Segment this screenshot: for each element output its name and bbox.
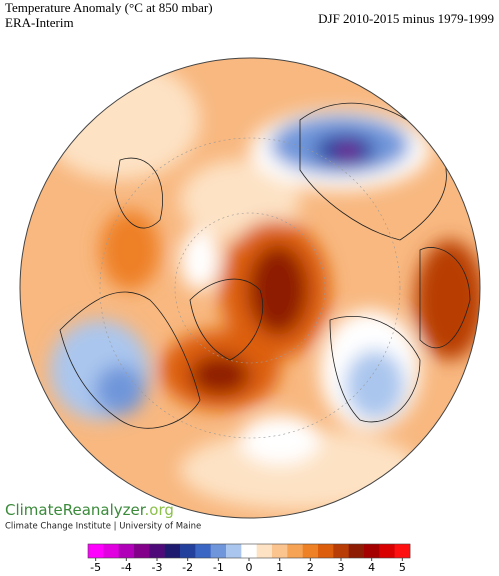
- color-swatch: [318, 544, 334, 558]
- color-swatch: [134, 544, 150, 558]
- color-swatch: [226, 544, 242, 558]
- color-swatch: [241, 544, 257, 558]
- color-swatch: [195, 544, 211, 558]
- tick-label: -3: [152, 561, 163, 574]
- brand: ClimateReanalyzer.org: [5, 501, 174, 519]
- credit: Climate Change Institute | University of…: [5, 522, 201, 532]
- map: [20, 58, 480, 518]
- color-swatch: [88, 544, 104, 558]
- subtitle: ERA-Interim: [5, 15, 74, 30]
- tick-label: 2: [307, 561, 314, 574]
- color-swatch: [379, 544, 395, 558]
- tick-label: 5: [399, 561, 406, 574]
- color-swatch: [348, 544, 365, 558]
- color-swatch: [302, 544, 319, 558]
- coastlines: [59, 102, 471, 429]
- brand-name: ClimateReanalyzer: [5, 501, 147, 519]
- color-swatch: [364, 544, 380, 558]
- tick-label: 3: [338, 561, 345, 574]
- color-swatch: [256, 544, 273, 558]
- color-swatch: [103, 544, 119, 558]
- color-swatch: [180, 544, 196, 558]
- color-swatch: [118, 544, 135, 558]
- brand-domain: .org: [145, 501, 174, 519]
- color-swatch: [333, 544, 349, 558]
- colorbar: -5 -4 -3 -2 -1 0 1 2 3 4 5: [87, 543, 411, 574]
- color-swatch: [164, 544, 181, 558]
- tick-label: -4: [121, 561, 132, 574]
- color-swatch: [210, 544, 227, 558]
- tick-label: 1: [276, 561, 283, 574]
- tick-label: 0: [246, 561, 253, 574]
- color-swatch: [394, 544, 411, 558]
- tick-label: -2: [182, 561, 193, 574]
- color-swatch: [272, 544, 288, 558]
- tick-label: -5: [90, 561, 101, 574]
- period: DJF 2010-2015 minus 1979-1999: [318, 11, 494, 26]
- color-swatch: [287, 544, 303, 558]
- title: Temperature Anomaly (°C at 850 mbar): [5, 0, 213, 15]
- tick-label: 4: [368, 561, 375, 574]
- color-swatch: [149, 544, 165, 558]
- tick-label: -1: [213, 561, 224, 574]
